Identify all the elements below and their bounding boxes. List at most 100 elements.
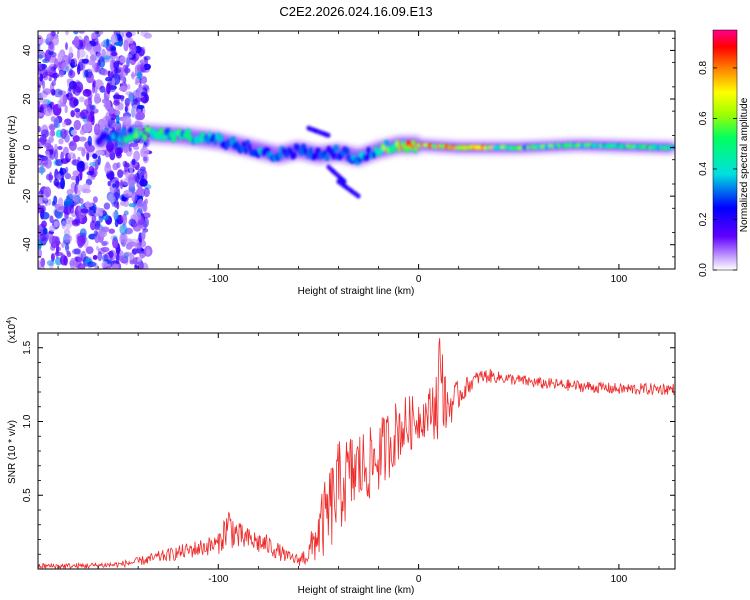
x-tick-label: 100	[611, 274, 628, 285]
noise-speckle	[128, 92, 135, 103]
noise-speckle	[45, 110, 54, 116]
noise-speckle	[144, 198, 148, 205]
noise-speckle	[51, 88, 56, 96]
ridge-blob	[166, 127, 171, 135]
noise-speckle	[92, 153, 98, 159]
noise-speckle	[82, 183, 91, 191]
noise-speckle	[124, 105, 128, 113]
noise-speckle	[119, 56, 127, 64]
noise-speckle	[129, 100, 134, 105]
noise-speckle	[41, 98, 48, 105]
noise-speckle	[65, 243, 70, 253]
noise-speckle	[98, 211, 103, 217]
noise-speckle	[107, 180, 111, 187]
noise-speckle	[38, 38, 47, 44]
noise-speckle	[120, 70, 126, 83]
noise-speckle	[77, 204, 82, 213]
noise-speckle	[134, 264, 138, 269]
noise-speckle	[73, 31, 79, 35]
noise-speckle	[114, 180, 120, 189]
noise-speckle	[128, 203, 137, 208]
noise-speckle	[112, 263, 119, 269]
y-tick-label: 20	[22, 93, 33, 105]
noise-speckle	[38, 156, 42, 165]
snr-y-label: SNR (10 * v/v)	[7, 420, 18, 484]
noise-speckle	[59, 254, 68, 266]
noise-speckle	[75, 175, 80, 186]
noise-speckle	[114, 219, 119, 228]
noise-speckle	[63, 219, 71, 225]
noise-speckle	[100, 226, 110, 233]
noise-speckle	[72, 193, 77, 202]
noise-speckle	[81, 58, 90, 64]
noise-speckle	[89, 105, 96, 110]
noise-speckle	[127, 180, 136, 187]
noise-speckle	[60, 53, 65, 62]
noise-speckle	[54, 117, 59, 129]
noise-speckle	[50, 253, 55, 262]
noise-speckle	[53, 220, 59, 228]
noise-speckle	[78, 161, 85, 168]
noise-speckle	[87, 114, 95, 122]
snr-x-ticks: -100 0 100	[57, 333, 660, 585]
noise-speckle	[92, 196, 98, 204]
noise-speckle	[106, 82, 111, 95]
noise-speckle	[39, 73, 44, 82]
noise-speckle	[77, 49, 86, 58]
noise-speckle	[97, 31, 104, 35]
ridge-blob	[159, 127, 164, 135]
noise-speckle	[54, 251, 63, 256]
noise-speckle	[140, 166, 146, 171]
noise-speckle	[44, 196, 48, 202]
spectrogram-x-label: Height of straight line (km)	[298, 286, 415, 297]
x-tick-label: -100	[208, 574, 228, 585]
noise-speckle	[42, 88, 52, 95]
noise-speckle	[139, 261, 144, 269]
noise-speckle	[60, 128, 67, 140]
noise-speckle	[116, 247, 121, 253]
noise-speckle	[128, 218, 137, 226]
spectrogram-y-ticks: -40 -20 0 20 40	[22, 37, 675, 258]
noise-speckle	[84, 162, 89, 170]
ridge-blob	[185, 128, 192, 136]
noise-speckle	[103, 103, 111, 108]
noise-speckle	[69, 204, 75, 214]
noise-speckle	[119, 224, 128, 235]
noise-speckle	[70, 129, 78, 136]
y-tick-label: 0.5	[22, 488, 33, 502]
noise-speckle	[84, 43, 92, 51]
noise-speckle	[77, 190, 81, 197]
ridge-blob	[171, 135, 177, 143]
noise-speckle	[73, 36, 80, 48]
noise-speckle	[110, 50, 118, 60]
spectrogram-panel: -100 0 100 -40 -20 0 20 40 Height of straight …	[7, 30, 676, 297]
noise-speckle	[38, 126, 41, 133]
noise-speckle	[128, 145, 132, 152]
noise-speckle	[140, 91, 147, 97]
noise-speckle	[97, 155, 101, 166]
ridge-blob	[371, 151, 376, 159]
colorbar: 0.0 0.2 0.4 0.6 0.8 Normalized spectral ampl…	[698, 29, 750, 277]
noise-speckle	[89, 168, 98, 178]
noise-speckle	[57, 146, 63, 150]
ridge-blob	[127, 133, 131, 141]
noise-speckle	[40, 257, 46, 268]
noise-speckle	[73, 119, 82, 131]
noise-speckle	[134, 97, 142, 103]
noise-speckle	[117, 169, 124, 179]
x-tick-label: 100	[611, 574, 628, 585]
noise-speckle	[57, 59, 62, 72]
noise-speckle	[129, 259, 135, 265]
noise-speckle	[139, 59, 145, 64]
ridge-blob	[412, 139, 416, 147]
noise-speckle	[38, 248, 43, 259]
noise-speckle	[129, 164, 134, 174]
noise-speckle	[120, 179, 124, 190]
noise-speckle	[108, 106, 115, 115]
noise-speckle	[38, 139, 43, 150]
colorbar-tick-label: 0.8	[698, 61, 709, 75]
noise-speckle	[58, 138, 64, 145]
noise-speckle	[112, 94, 122, 100]
noise-speckle	[44, 142, 52, 148]
ridge-blob	[324, 154, 330, 161]
